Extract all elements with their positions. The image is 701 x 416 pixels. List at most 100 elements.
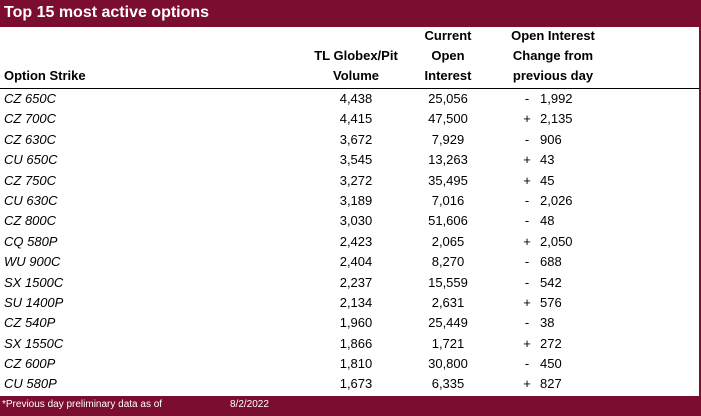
table-row: CQ 580P 2,423 2,065 + 2,050 bbox=[0, 232, 701, 252]
change-cell: 45 bbox=[540, 172, 555, 188]
change-cell: 2,026 bbox=[540, 192, 573, 208]
volume-cell: 3,189 bbox=[339, 192, 373, 208]
change-sign-cell: + bbox=[523, 172, 531, 188]
footer-date: 8/2/2022 bbox=[230, 399, 269, 410]
change-sign-cell: - bbox=[524, 315, 530, 331]
change-cell: 542 bbox=[540, 274, 562, 290]
table-row: CU 580P 1,673 6,335 + 827 bbox=[0, 374, 701, 394]
table-row: CU 630C 3,189 7,016 - 2,026 bbox=[0, 191, 701, 211]
options-table-body: CZ 650C 4,438 25,056 - 1,992 CZ 700C 4,4… bbox=[0, 89, 701, 395]
volume-cell: 1,810 bbox=[339, 356, 373, 372]
open-interest-cell: 47,500 bbox=[428, 111, 468, 127]
open-interest-cell: 30,800 bbox=[428, 356, 468, 372]
open-interest-cell: 7,929 bbox=[431, 131, 465, 147]
page-title: Top 15 most active options bbox=[4, 4, 210, 21]
header-oi-change: Open Interest Change from previous day bbox=[488, 26, 618, 86]
strike-cell: CZ 540P bbox=[4, 315, 56, 331]
change-cell: 1,992 bbox=[540, 91, 573, 106]
change-sign-cell: - bbox=[524, 131, 530, 147]
table-row: CU 650C 3,545 13,263 + 43 bbox=[0, 150, 701, 170]
change-cell: 2,135 bbox=[540, 111, 573, 127]
header-volume: TL Globex/Pit Volume bbox=[296, 46, 416, 86]
open-interest-cell: 25,449 bbox=[428, 315, 468, 331]
change-cell: 43 bbox=[540, 152, 555, 168]
strike-cell: WU 900C bbox=[4, 254, 61, 270]
header-oi-change-line: Open Interest bbox=[511, 28, 595, 43]
header-open-interest-line: Interest bbox=[424, 68, 472, 83]
header-divider bbox=[0, 88, 701, 89]
volume-cell: 4,415 bbox=[339, 111, 373, 127]
change-sign-cell: + bbox=[523, 152, 531, 168]
change-sign-cell: + bbox=[523, 376, 531, 392]
strike-cell: SX 1500C bbox=[4, 274, 64, 290]
right-border bbox=[699, 0, 701, 416]
change-cell: 906 bbox=[540, 131, 562, 147]
change-sign-cell: + bbox=[523, 335, 531, 351]
header-oi-change-line: previous day bbox=[512, 68, 594, 83]
volume-cell: 1,673 bbox=[339, 376, 373, 392]
header-open-interest-line: Open bbox=[431, 48, 465, 63]
table-row: CZ 800C 3,030 51,606 - 48 bbox=[0, 211, 701, 231]
change-cell: 450 bbox=[540, 356, 562, 372]
change-sign-cell: - bbox=[524, 356, 530, 372]
table-row: CZ 650C 4,438 25,056 - 1,992 bbox=[0, 89, 701, 109]
strike-cell: SU 1400P bbox=[4, 294, 64, 310]
footer-bar: *Previous day preliminary data as of 8/2… bbox=[0, 396, 701, 416]
open-interest-cell: 6,335 bbox=[431, 376, 465, 392]
change-sign-cell: - bbox=[524, 213, 530, 229]
volume-cell: 1,960 bbox=[339, 315, 373, 331]
volume-cell: 3,672 bbox=[339, 131, 373, 147]
table-row: SU 1400P 2,134 2,631 + 576 bbox=[0, 293, 701, 313]
volume-cell: 2,237 bbox=[339, 274, 373, 290]
footer-note: *Previous day preliminary data as of bbox=[2, 399, 163, 410]
strike-cell: CZ 630C bbox=[4, 131, 57, 147]
header-volume-line: TL Globex/Pit bbox=[314, 48, 398, 63]
header-open-interest-line: Current bbox=[424, 28, 472, 43]
change-sign-cell: - bbox=[524, 91, 530, 106]
volume-cell: 4,438 bbox=[339, 91, 373, 106]
volume-cell: 2,404 bbox=[339, 254, 373, 270]
open-interest-cell: 25,056 bbox=[428, 91, 468, 106]
open-interest-cell: 35,495 bbox=[428, 172, 468, 188]
change-sign-cell: + bbox=[523, 294, 531, 310]
strike-cell: CZ 800C bbox=[4, 213, 57, 229]
table-row: CZ 600P 1,810 30,800 - 450 bbox=[0, 354, 701, 374]
open-interest-cell: 1,721 bbox=[431, 335, 465, 351]
strike-cell: CZ 700C bbox=[4, 111, 57, 127]
strike-cell: CZ 750C bbox=[4, 172, 57, 188]
change-cell: 576 bbox=[540, 294, 562, 310]
change-sign-cell: - bbox=[524, 192, 530, 208]
open-interest-cell: 51,606 bbox=[428, 213, 468, 229]
table-row: WU 900C 2,404 8,270 - 688 bbox=[0, 252, 701, 272]
table-row: SX 1500C 2,237 15,559 - 542 bbox=[0, 273, 701, 293]
strike-cell: CU 580P bbox=[4, 376, 57, 392]
volume-cell: 1,866 bbox=[339, 335, 373, 351]
table-row: CZ 700C 4,415 47,500 + 2,135 bbox=[0, 109, 701, 129]
change-cell: 827 bbox=[540, 376, 562, 392]
title-bar: Top 15 most active options bbox=[0, 0, 701, 27]
change-cell: 688 bbox=[540, 254, 562, 270]
change-cell: 38 bbox=[540, 315, 555, 331]
volume-cell: 2,423 bbox=[339, 233, 373, 249]
change-sign-cell: - bbox=[524, 274, 530, 290]
open-interest-cell: 2,065 bbox=[431, 233, 465, 249]
table-row: CZ 540P 1,960 25,449 - 38 bbox=[0, 313, 701, 333]
strike-cell: CQ 580P bbox=[4, 233, 58, 249]
volume-cell: 2,134 bbox=[339, 294, 373, 310]
header-open-interest: Current Open Interest bbox=[408, 26, 488, 86]
header-volume-line: Volume bbox=[333, 68, 379, 83]
table-row: SX 1550C 1,866 1,721 + 272 bbox=[0, 334, 701, 354]
volume-cell: 3,030 bbox=[339, 213, 373, 229]
strike-cell: CU 630C bbox=[4, 192, 58, 208]
volume-cell: 3,272 bbox=[339, 172, 373, 188]
volume-cell: 3,545 bbox=[339, 152, 373, 168]
strike-cell: SX 1550C bbox=[4, 335, 64, 351]
open-interest-cell: 15,559 bbox=[428, 274, 468, 290]
open-interest-cell: 8,270 bbox=[431, 254, 465, 270]
strike-cell: CZ 650C bbox=[4, 91, 57, 106]
table-row: CZ 630C 3,672 7,929 - 906 bbox=[0, 130, 701, 150]
change-sign-cell: + bbox=[523, 233, 531, 249]
header-oi-change-line: Change from bbox=[512, 48, 594, 63]
open-interest-cell: 13,263 bbox=[428, 152, 468, 168]
header-option-strike: Option Strike bbox=[4, 68, 86, 83]
